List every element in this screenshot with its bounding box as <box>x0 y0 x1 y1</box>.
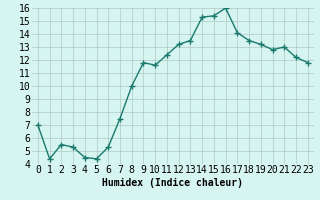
X-axis label: Humidex (Indice chaleur): Humidex (Indice chaleur) <box>102 178 243 188</box>
